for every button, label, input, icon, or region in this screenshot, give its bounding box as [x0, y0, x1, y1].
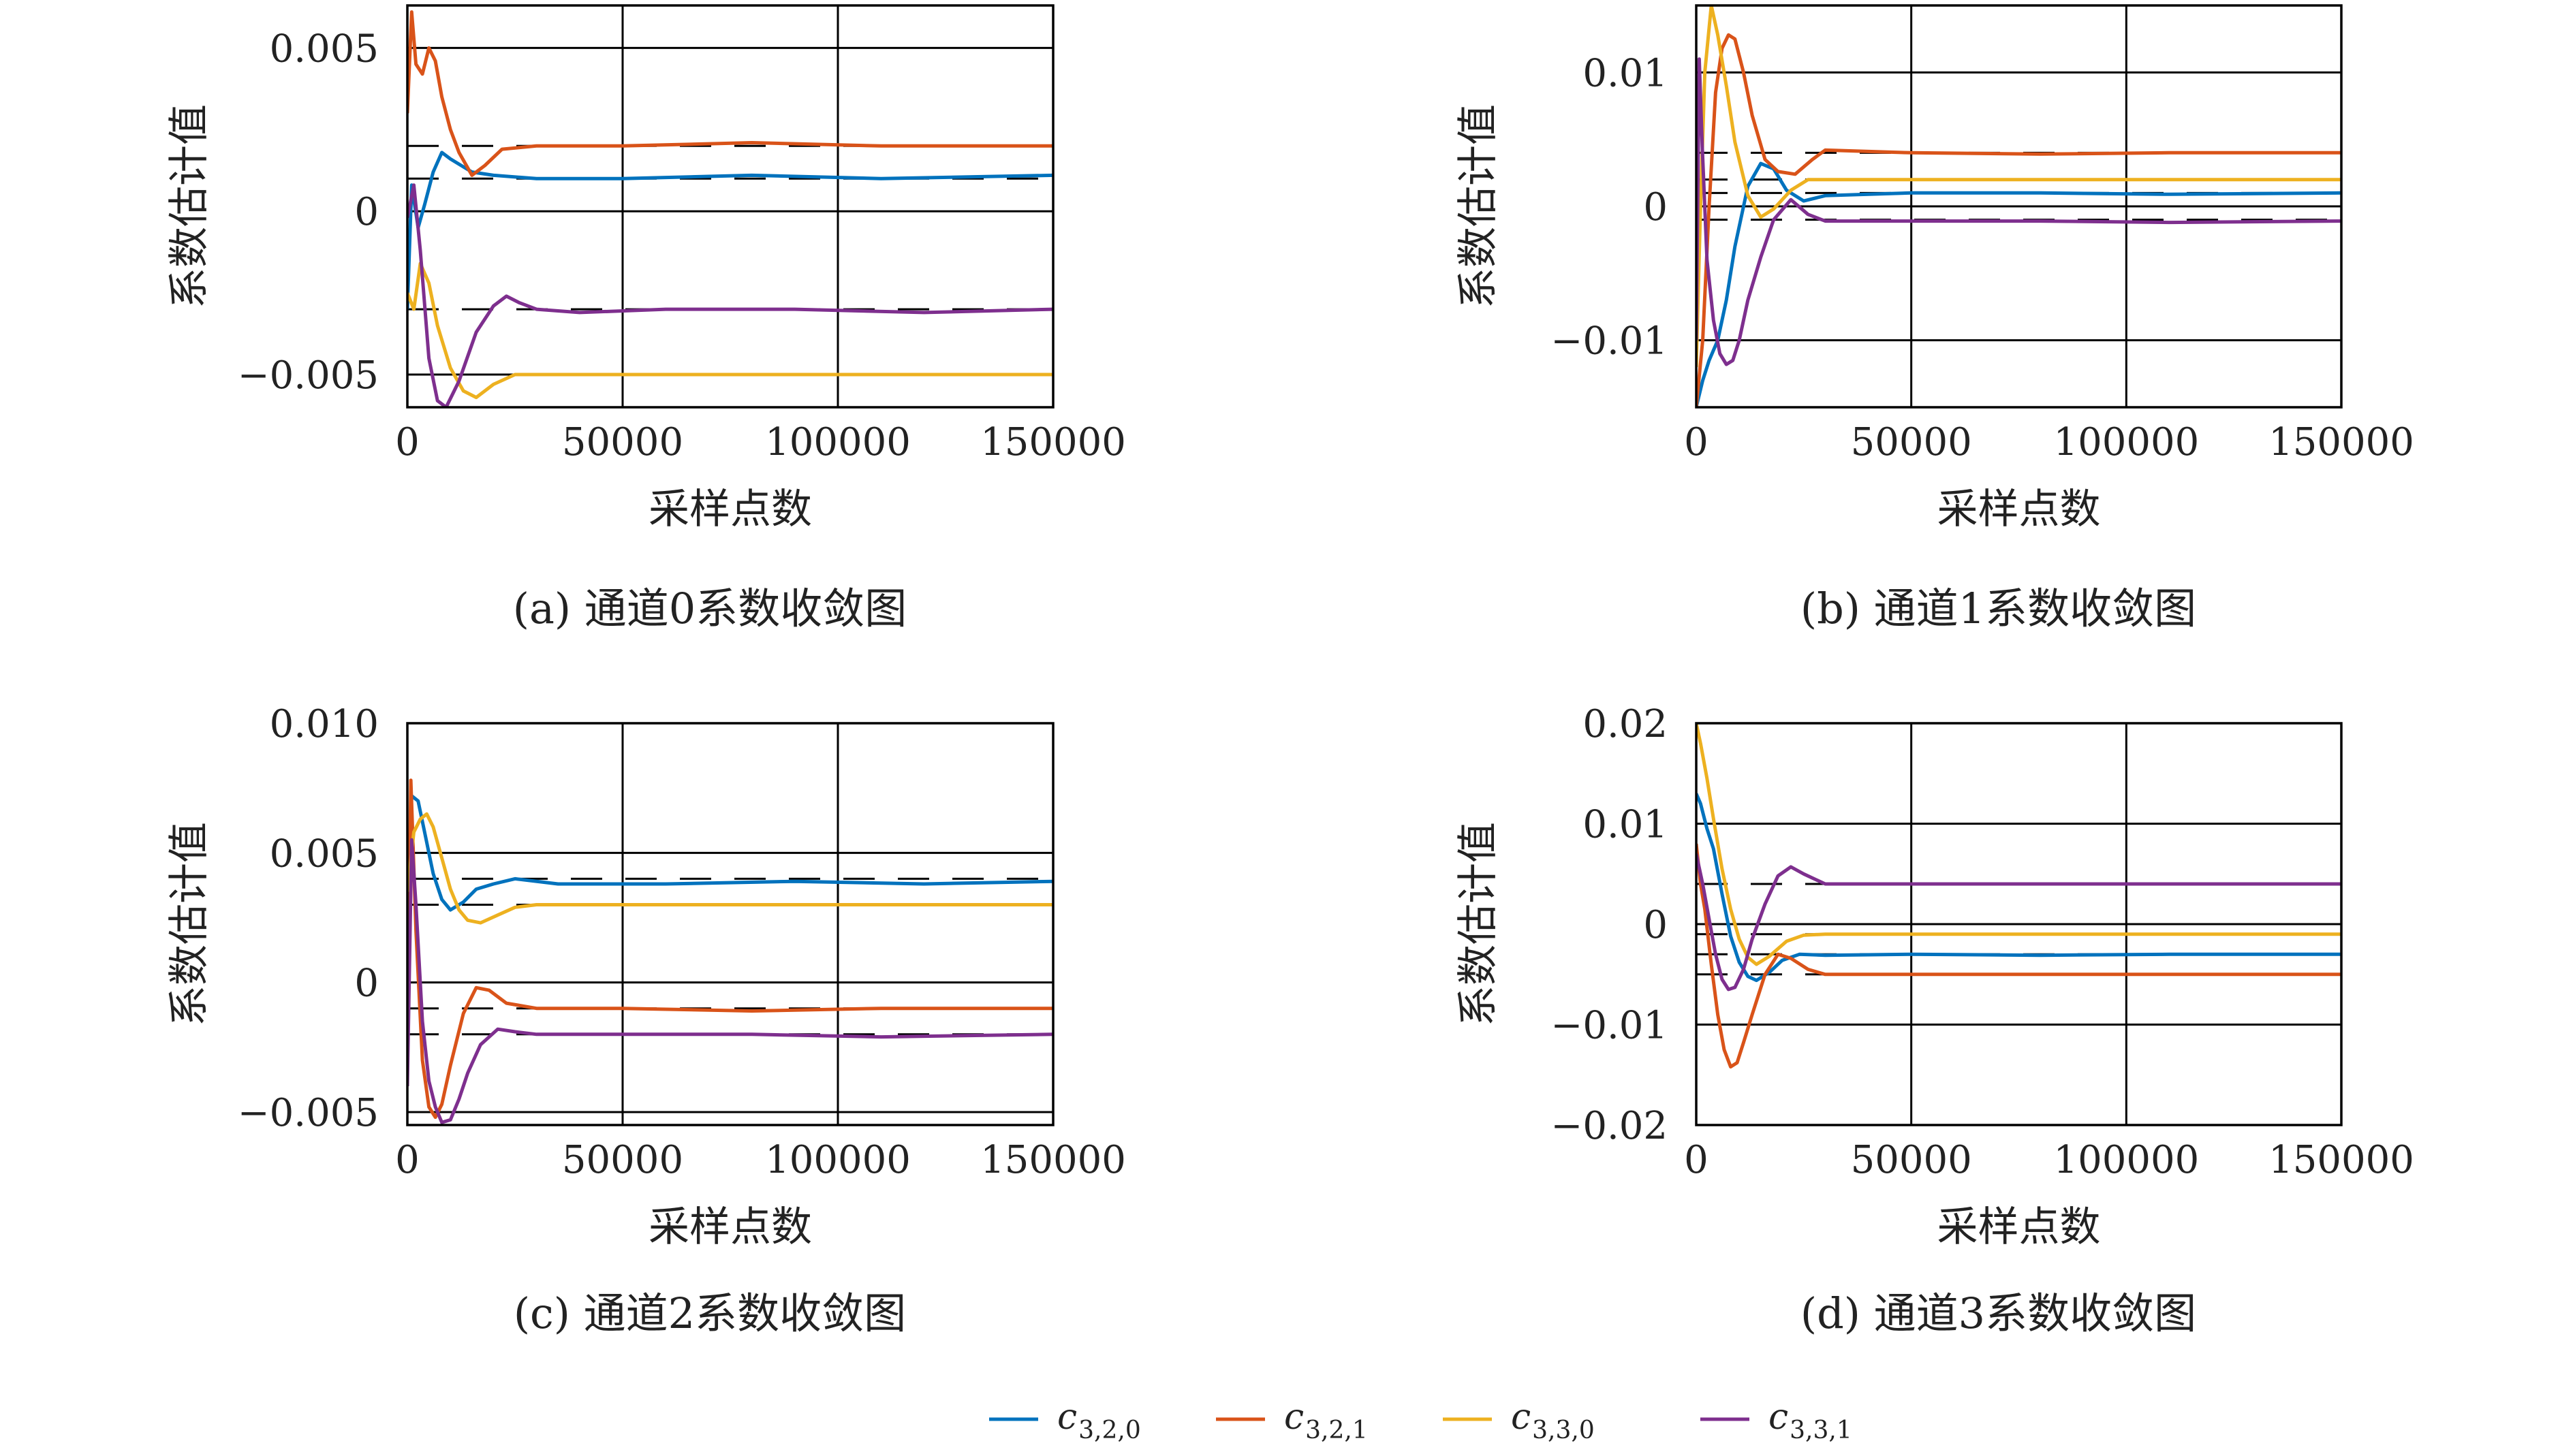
panel-3: 0 50000 100000 150000 −0.02 −0.01 0 0.01 0.02 采样点…: [1454, 702, 2414, 1338]
x-axis-label: 采样点数: [649, 486, 812, 533]
x-tick-label: 150000: [980, 420, 1126, 464]
series-line-c331: [407, 183, 1053, 407]
y-tick-label: −0.005: [238, 1091, 379, 1135]
plot-frame: [406, 4, 1055, 409]
plot-frame: [1695, 4, 2343, 409]
legend-label: c3,3,0: [1511, 1397, 1595, 1444]
y-tick-label: 0: [354, 962, 379, 1006]
series-line-c331: [407, 838, 1053, 1124]
panel-0: 0 50000 100000 150000 −0.005 0 0.005 采样点数 系数估计值 (…: [166, 4, 1126, 633]
series-line-c321: [1696, 33, 2341, 407]
x-tick-label: 100000: [2053, 1138, 2199, 1182]
x-tick-label: 0: [1684, 1138, 1708, 1182]
y-tick-label: 0.010: [270, 702, 379, 746]
plot-frame: [1695, 722, 2343, 1126]
panel-1: 0 50000 100000 150000 −0.01 0 0.01 采样点数 系数估计值 (b)…: [1454, 4, 2414, 633]
y-tick-label: 0.01: [1582, 51, 1668, 95]
plot-frame: [406, 722, 1055, 1126]
x-tick-label: 50000: [1851, 420, 1972, 464]
series-line-c330: [407, 262, 1053, 400]
y-tick-label: 0.01: [1582, 803, 1668, 847]
x-tick-label: 150000: [2268, 1138, 2414, 1182]
panel-caption: (c) 通道2系数收敛图: [514, 1288, 906, 1338]
legend-item-c320: c3,2,0: [989, 1397, 1141, 1444]
y-axis-label: 系数估计值: [1454, 104, 1502, 308]
x-tick-label: 50000: [562, 1138, 683, 1182]
series-line-c320: [407, 151, 1053, 310]
x-tick-label: 50000: [562, 420, 683, 464]
y-tick-label: 0.005: [270, 27, 379, 71]
x-axis-label: 采样点数: [1937, 486, 2101, 533]
panel-caption: (b) 通道1系数收敛图: [1800, 584, 2196, 633]
x-tick-label: 0: [1684, 420, 1708, 464]
y-tick-label: −0.005: [238, 353, 379, 398]
series-line-c321: [407, 10, 1053, 177]
y-tick-label: −0.02: [1550, 1104, 1668, 1148]
x-tick-label: 150000: [980, 1138, 1126, 1182]
series-line-c321: [407, 778, 1053, 1120]
panel-2: 0 50000 100000 150000 −0.005 0 0.005 0.010 采样点数 系…: [166, 702, 1126, 1338]
x-tick-label: 50000: [1851, 1138, 1972, 1182]
panel-caption: (a) 通道0系数收敛图: [513, 584, 907, 633]
legend-item-c331: c3,3,1: [1700, 1397, 1852, 1444]
y-axis-label: 系数估计值: [166, 822, 213, 1026]
y-axis-label: 系数估计值: [1454, 822, 1502, 1026]
x-tick-label: 100000: [765, 1138, 911, 1182]
series-line-c331: [1696, 57, 2341, 366]
y-tick-label: 0.005: [270, 832, 379, 876]
y-tick-label: −0.01: [1550, 319, 1668, 364]
x-axis-label: 采样点数: [649, 1203, 812, 1251]
series-line-c321: [1696, 843, 2341, 1069]
legend-label: c3,3,1: [1768, 1397, 1852, 1444]
x-tick-label: 100000: [765, 420, 911, 464]
series-line-c320: [1696, 161, 2341, 407]
legend-label: c3,2,0: [1057, 1397, 1141, 1444]
y-tick-label: 0: [354, 190, 379, 234]
series-line-c330: [1696, 5, 2341, 368]
x-tick-label: 100000: [2053, 420, 2199, 464]
series-line-c330: [1696, 723, 2341, 966]
series-line-c331: [1696, 853, 2341, 992]
y-tick-label: 0.02: [1582, 702, 1668, 746]
panel-caption: (d) 通道3系数收敛图: [1800, 1288, 2196, 1338]
x-axis-label: 采样点数: [1937, 1203, 2101, 1251]
legend-item-c330: c3,3,0: [1443, 1397, 1595, 1444]
y-tick-label: 0: [1643, 185, 1668, 230]
y-axis-label: 系数估计值: [166, 104, 213, 308]
legend: c3,2,0 c3,2,1 c3,3,0 c3,3,1: [989, 1397, 1852, 1444]
legend-item-c321: c3,2,1: [1216, 1397, 1368, 1444]
x-tick-label: 150000: [2268, 420, 2414, 464]
series-line-c320: [1696, 793, 2341, 983]
y-tick-label: −0.01: [1550, 1004, 1668, 1048]
y-tick-label: 0: [1643, 903, 1668, 947]
series-line-c330: [407, 812, 1053, 925]
x-tick-label: 0: [395, 420, 420, 464]
x-tick-label: 0: [395, 1138, 420, 1182]
legend-label: c3,2,1: [1284, 1397, 1368, 1444]
